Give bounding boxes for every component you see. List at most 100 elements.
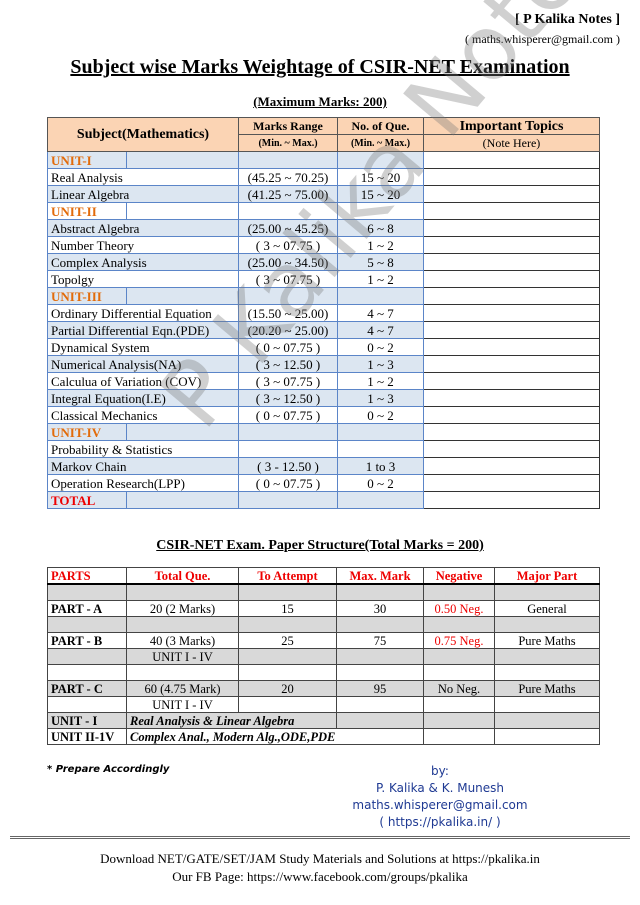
structure-cell: UNIT II-1V <box>47 728 127 745</box>
structure-cell <box>47 616 127 633</box>
structure-cell: 40 (3 Marks) <box>126 632 239 649</box>
header-email: ( maths.whisperer@gmail.com ) <box>464 32 620 46</box>
topics-note-cell[interactable] <box>423 168 600 186</box>
topics-note-cell[interactable] <box>423 406 600 424</box>
marks-range: ( 3 ~ 07.75 ) <box>238 236 338 254</box>
structure-row <box>47 583 600 601</box>
topics-note-cell[interactable] <box>423 321 600 339</box>
topics-note-cell[interactable] <box>423 338 600 356</box>
structure-cell <box>423 583 495 601</box>
subject-name: Classical Mechanics <box>47 406 239 424</box>
question-count: 1 ~ 2 <box>337 270 424 288</box>
unit-label: UNIT-III <box>47 287 127 305</box>
topics-note-cell[interactable] <box>423 202 600 220</box>
topics-note-cell[interactable] <box>423 372 600 390</box>
subject-row: Complex Analysis (25.00 ~ 34.50) 5 ~ 8 <box>47 253 600 271</box>
question-count: 1 ~ 3 <box>337 355 424 373</box>
subject-row: Numerical Analysis(NA)( 3 ~ 12.50 ) 1 ~ 3 <box>47 355 600 373</box>
footer-fb: Our FB Page: https://www.facebook.com/gr… <box>172 869 468 884</box>
structure-cell <box>126 583 239 601</box>
topics-note-cell[interactable] <box>423 423 600 441</box>
topics-note-cell[interactable] <box>423 151 600 169</box>
structure-cell: 95 <box>336 680 424 697</box>
structure-cell <box>423 712 495 729</box>
subject-row: Classical Mechanics( 0 ~ 07.75 ) 0 ~ 2 <box>47 406 600 424</box>
subject-row: Ordinary Differential Equation (15.50 ~ 2… <box>47 304 600 322</box>
structure-row: PART - B 40 (3 Marks) 25 75 0.75 Neg. Pure Ma… <box>47 632 600 649</box>
topics-note-cell[interactable] <box>423 355 600 373</box>
unit-label: UNIT-IV <box>47 423 127 441</box>
empty-cell <box>126 287 239 305</box>
structure-cell <box>494 616 600 633</box>
topics-note-cell[interactable] <box>423 287 600 305</box>
subject-name: Integral Equation(I.E) <box>47 389 239 407</box>
structure-cell <box>238 583 337 601</box>
question-count: 1 ~ 3 <box>337 389 424 407</box>
empty-cell <box>126 491 239 509</box>
topics-note-cell[interactable] <box>423 236 600 254</box>
structure-cell <box>494 664 600 681</box>
structure-cell: 60 (4.75 Mark) <box>126 680 239 697</box>
structure-cell: 30 <box>336 600 424 617</box>
structure-col-header: Max. Mark <box>336 567 424 585</box>
topics-note-cell[interactable] <box>423 474 600 492</box>
marks-range: (41.25 ~ 75.00) <box>238 185 338 203</box>
structure-row: UNIT II-1V Complex Anal., Modern Alg.,ODE… <box>47 728 600 745</box>
structure-cell: 0.50 Neg. <box>423 600 495 617</box>
structure-col-header: Major Part <box>494 567 600 585</box>
structure-cell <box>494 696 600 713</box>
credits-site[interactable]: ( https://pkalika.in/ ) <box>379 815 501 829</box>
marks-range: (20.20 ~ 25.00) <box>238 321 338 339</box>
credits-email[interactable]: maths.whisperer@gmail.com <box>352 798 528 812</box>
structure-col-header: To Attempt <box>238 567 337 585</box>
topics-note-cell[interactable] <box>423 491 600 509</box>
empty-cell <box>126 423 239 441</box>
topics-note-cell[interactable] <box>423 270 600 288</box>
structure-row: UNIT I - IV <box>47 648 600 665</box>
question-count: 1 ~ 2 <box>337 236 424 254</box>
subject-name: Dynamical System <box>47 338 239 356</box>
question-count <box>337 440 424 458</box>
structure-cell: UNIT I - IV <box>126 696 239 713</box>
structure-col-header: Total Que. <box>126 567 239 585</box>
topics-note-cell[interactable] <box>423 457 600 475</box>
structure-cell: PART - C <box>47 680 127 697</box>
structure-cell: 75 <box>336 632 424 649</box>
topics-note-cell[interactable] <box>423 389 600 407</box>
structure-cell: PART - B <box>47 632 127 649</box>
subject-name: Calculua of Variation (COV) <box>47 372 239 390</box>
question-count <box>337 287 424 305</box>
structure-cell: Real Analysis & Linear Algebra <box>126 712 337 729</box>
question-count: 4 ~ 7 <box>337 304 424 322</box>
structure-cell <box>336 712 424 729</box>
question-count: 15 ~ 20 <box>337 168 424 186</box>
weightage-table: Subject(Mathematics) Marks Range No. of … <box>47 117 600 509</box>
structure-cell <box>47 583 127 601</box>
marks-range: (25.00 ~ 34.50) <box>238 253 338 271</box>
subject-row: Calculua of Variation (COV)( 3 ~ 07.75 )… <box>47 372 600 390</box>
question-count <box>337 151 424 169</box>
topics-note-cell[interactable] <box>423 440 600 458</box>
structure-row: UNIT - I Real Analysis & Linear Algebra <box>47 712 600 729</box>
topics-note-cell[interactable] <box>423 253 600 271</box>
topics-note-cell[interactable] <box>423 304 600 322</box>
marks-range <box>238 287 338 305</box>
structure-cell <box>423 616 495 633</box>
structure-cell: 20 <box>238 680 337 697</box>
structure-cell <box>238 664 337 681</box>
subject-name: Probability & Statistics <box>47 440 239 458</box>
subject-row: Abstract Algebra (25.00 ~ 45.25) 6 ~ 8 <box>47 219 600 237</box>
marks-range <box>238 423 338 441</box>
marks-range: ( 3 - 12.50 ) <box>238 457 338 475</box>
marks-range: ( 0 ~ 07.75 ) <box>238 406 338 424</box>
structure-row <box>47 616 600 633</box>
topics-note-cell[interactable] <box>423 219 600 237</box>
structure-cell <box>336 648 424 665</box>
structure-cell <box>336 583 424 601</box>
structure-row: PART - C 60 (4.75 Mark) 20 95 No Neg. Pure Ma… <box>47 680 600 697</box>
structure-col-header: Negative <box>423 567 495 585</box>
topics-note-cell[interactable] <box>423 185 600 203</box>
subject-row: Probability & Statistics <box>47 440 600 458</box>
page-subtitle: (Maximum Marks: 200) <box>253 94 387 109</box>
structure-table: PARTS Total Que. To Attempt Max. Mark Negati… <box>47 567 600 745</box>
